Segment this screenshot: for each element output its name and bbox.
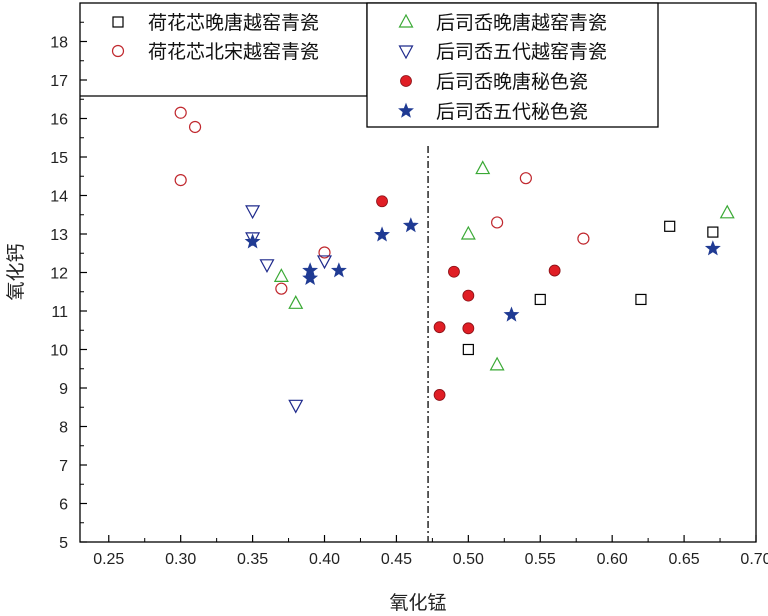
data-point (288, 399, 304, 414)
data-point (188, 120, 202, 134)
data-point (704, 240, 721, 256)
legend-marker (400, 75, 412, 87)
data-point (548, 264, 561, 277)
x-tick-label: 0.35 (237, 551, 268, 568)
y-tick-label: 6 (59, 497, 68, 514)
y-tick-label: 15 (50, 150, 68, 167)
x-axis-title: 氧化锰 (389, 592, 446, 614)
data-point (519, 172, 532, 185)
data-point (245, 232, 261, 247)
data-point (275, 282, 288, 295)
legend-label: 后司岙晚唐越窑青瓷 (436, 12, 607, 34)
data-point (462, 289, 475, 302)
legend-label: 后司岙晚唐秘色瓷 (436, 71, 588, 93)
y-axis-title: 氧化钙 (5, 243, 27, 300)
data-point (462, 322, 475, 335)
legend-right-border (366, 2, 659, 128)
y-tick-label: 13 (50, 227, 68, 244)
legend-right (366, 2, 659, 128)
data-point (318, 246, 331, 259)
data-point (489, 356, 505, 371)
legend-marker (112, 16, 124, 28)
data-point (402, 217, 419, 233)
data-point (577, 232, 590, 245)
data-point (273, 268, 289, 282)
x-tick-label: 0.25 (93, 551, 124, 568)
y-tick-label: 12 (50, 266, 68, 283)
data-point (330, 262, 347, 278)
data-point (719, 204, 735, 219)
legend-label: 荷花芯晚唐越窑青瓷 (148, 12, 319, 34)
y-tick-label: 11 (51, 304, 68, 321)
data-point (433, 321, 446, 334)
data-point (707, 226, 719, 238)
data-point (374, 226, 390, 242)
y-tick-label: 7 (59, 458, 68, 475)
data-point (664, 220, 676, 232)
legend-label: 后司岙五代秘色瓷 (436, 101, 588, 123)
data-point (174, 174, 187, 187)
data-point (475, 160, 491, 175)
data-point (460, 225, 476, 240)
data-point (174, 106, 187, 119)
data-point (244, 233, 261, 249)
legend-label: 荷花芯北宋越窑青瓷 (148, 41, 319, 63)
data-point (503, 306, 520, 322)
y-tick-label: 16 (50, 112, 68, 129)
data-point (376, 195, 388, 208)
y-tick-label: 18 (50, 35, 68, 52)
y-tick-labels: 5 6 7 8 9 10 11 12 13 14 15 16 17 18 (50, 35, 68, 553)
legend-marker (398, 45, 414, 60)
data-point (635, 293, 647, 306)
y-tick-label: 10 (50, 343, 68, 360)
y-tick-label: 5 (59, 535, 68, 552)
x-tick-label: 0.70 (740, 551, 768, 568)
legend-marker (111, 44, 125, 58)
data-point (534, 293, 546, 306)
x-tick-label: 0.50 (453, 551, 484, 568)
data-point (433, 389, 446, 401)
y-tick-label: 9 (59, 381, 68, 398)
legend-marker (398, 102, 414, 118)
legend-marker (398, 13, 414, 28)
data-point (462, 343, 474, 356)
y-tick-label: 8 (59, 420, 68, 437)
x-tick-label: 0.65 (669, 551, 700, 568)
x-tick-label: 0.40 (309, 551, 340, 568)
data-point (288, 295, 304, 309)
data-point (491, 216, 504, 229)
x-tick-label: 0.60 (597, 551, 628, 568)
data-point (245, 205, 261, 220)
x-tick-label: 0.55 (525, 551, 556, 568)
x-tick-label: 0.45 (381, 551, 412, 568)
data-point (259, 259, 275, 274)
data-markers (174, 106, 735, 414)
legend-label: 后司岙五代越窑青瓷 (436, 41, 607, 63)
axis-ticks (80, 21, 757, 543)
data-point (302, 269, 319, 286)
data-point (448, 265, 460, 278)
y-tick-label: 17 (50, 73, 68, 90)
y-tick-label: 14 (50, 189, 68, 206)
x-tick-label: 0.30 (165, 551, 196, 568)
x-tick-labels: 0.25 0.30 0.35 0.40 0.45 0.50 0.55 0.60 0.65 0.70 (93, 551, 768, 568)
data-point (317, 255, 333, 270)
